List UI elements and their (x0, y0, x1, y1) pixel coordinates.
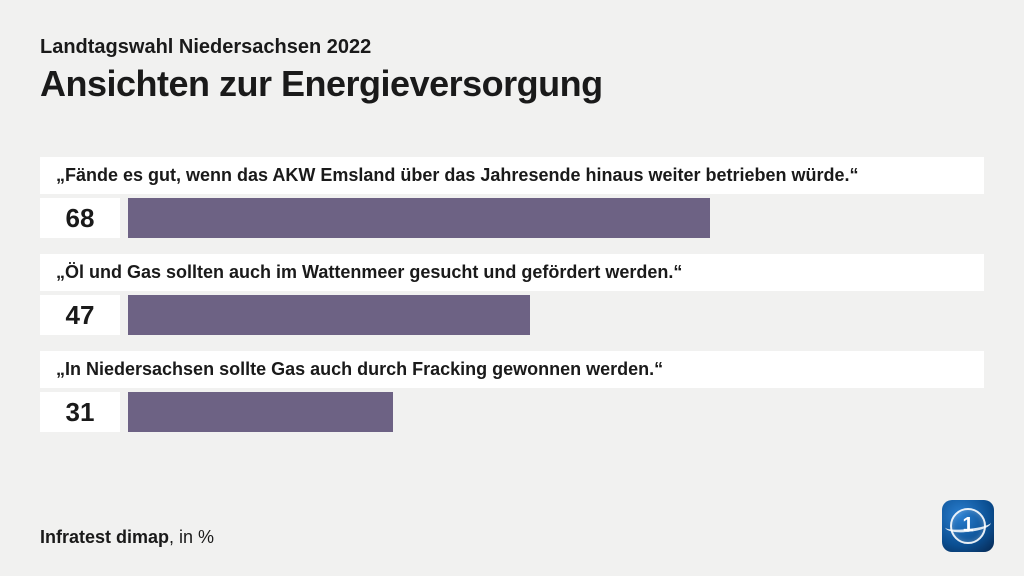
bar-row: 47 (40, 295, 984, 335)
bar-label: „Öl und Gas sollten auch im Wattenmeer g… (40, 254, 984, 291)
bar-row: 31 (40, 392, 984, 432)
bar-track (128, 392, 984, 432)
bar-value: 68 (40, 198, 120, 238)
source-name: Infratest dimap (40, 527, 169, 547)
bar-fill (128, 392, 393, 432)
logo-ring-icon: 1 (950, 508, 986, 544)
source-footer: Infratest dimap, in % (40, 527, 214, 548)
bar-fill (128, 295, 530, 335)
broadcaster-logo: 1 (942, 500, 994, 552)
logo-numeral: 1 (962, 514, 973, 537)
bar-track (128, 295, 984, 335)
bar-value: 47 (40, 295, 120, 335)
chart-row: „In Niedersachsen sollte Gas auch durch … (40, 351, 984, 432)
chart-row: „Öl und Gas sollten auch im Wattenmeer g… (40, 254, 984, 335)
bar-fill (128, 198, 710, 238)
header: Landtagswahl Niedersachsen 2022 Ansichte… (0, 0, 1024, 105)
bar-value: 31 (40, 392, 120, 432)
bar-row: 68 (40, 198, 984, 238)
page-title: Ansichten zur Energieversorgung (40, 63, 1024, 105)
bar-label: „Fände es gut, wenn das AKW Emsland über… (40, 157, 984, 194)
supertitle: Landtagswahl Niedersachsen 2022 (40, 36, 1024, 59)
bar-label: „In Niedersachsen sollte Gas auch durch … (40, 351, 984, 388)
chart-row: „Fände es gut, wenn das AKW Emsland über… (40, 157, 984, 238)
source-unit: , in % (169, 527, 214, 547)
bar-track (128, 198, 984, 238)
bar-chart: „Fände es gut, wenn das AKW Emsland über… (40, 157, 984, 432)
